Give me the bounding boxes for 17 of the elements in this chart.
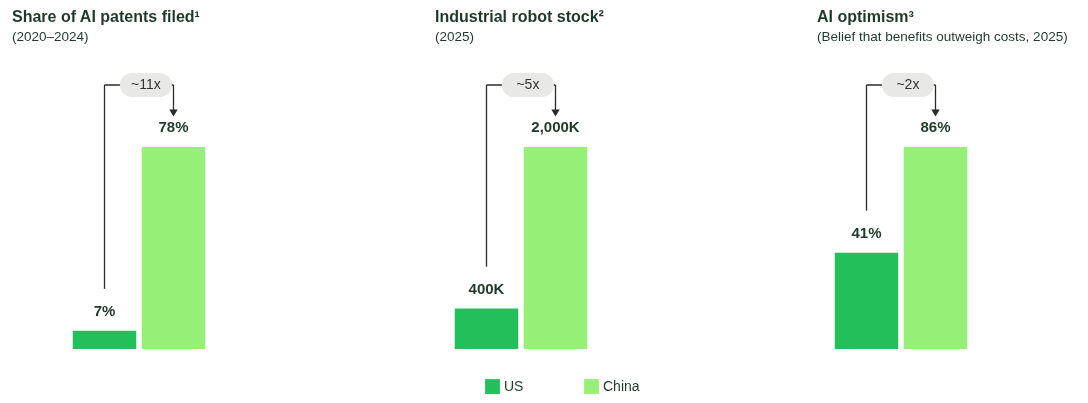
text: ~5x — [516, 76, 540, 92]
chart-title: Share of AI patents filed¹ — [12, 7, 200, 25]
data-label: 2,000K — [531, 118, 580, 135]
legend-label: US — [504, 377, 524, 394]
text: ~2x — [896, 76, 920, 92]
chart-title: AI optimism³ — [817, 7, 914, 25]
data-label: 41% — [851, 223, 882, 241]
data-label: 78% — [158, 118, 189, 135]
chart-subtitle: (2020–2024) — [12, 28, 89, 44]
data-label: 86% — [920, 118, 951, 135]
chart-subtitle: (2025) — [435, 28, 475, 44]
data-label: 400K — [468, 279, 505, 297]
chart-title: Industrial robot stock² — [435, 7, 604, 25]
data-label: 7% — [93, 301, 116, 319]
chart-subtitle: (Belief that benefits outweigh costs, 2025) — [817, 28, 1068, 44]
legend-label: China — [603, 377, 640, 394]
text: ~11x — [131, 76, 161, 92]
